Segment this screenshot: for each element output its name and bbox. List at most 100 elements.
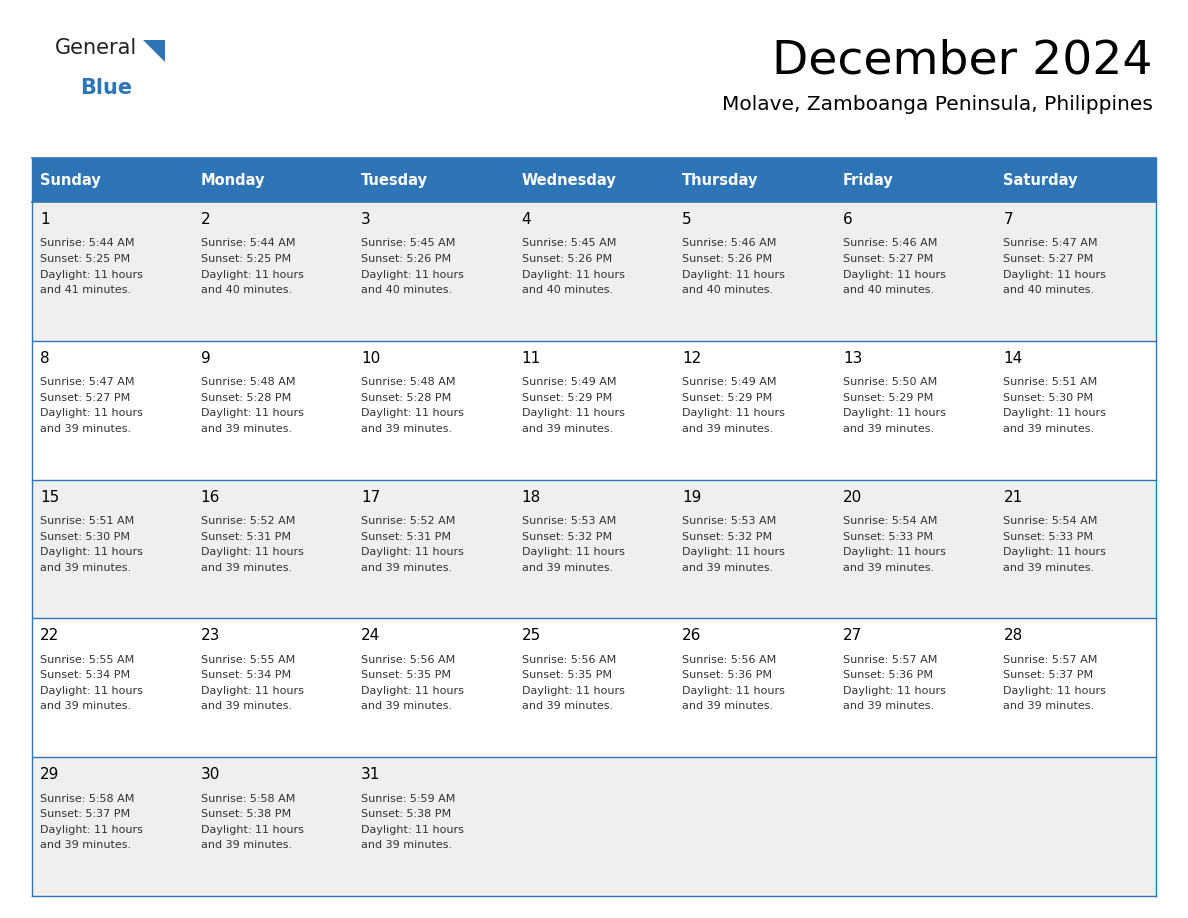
Text: Sunrise: 5:59 AM: Sunrise: 5:59 AM (361, 794, 455, 803)
Text: General: General (55, 38, 138, 58)
Bar (32, 479, 1156, 619)
Text: Saturday: Saturday (1004, 173, 1078, 187)
Text: and 39 minutes.: and 39 minutes. (522, 563, 613, 573)
Text: 18: 18 (522, 489, 541, 505)
Text: and 39 minutes.: and 39 minutes. (40, 840, 131, 850)
Text: Sunset: 5:36 PM: Sunset: 5:36 PM (842, 670, 933, 680)
Text: and 39 minutes.: and 39 minutes. (842, 424, 934, 434)
Text: and 39 minutes.: and 39 minutes. (682, 424, 773, 434)
Text: Sunrise: 5:48 AM: Sunrise: 5:48 AM (201, 377, 295, 387)
Text: Daylight: 11 hours: Daylight: 11 hours (682, 686, 785, 696)
Text: Sunset: 5:28 PM: Sunset: 5:28 PM (361, 393, 451, 403)
Text: Daylight: 11 hours: Daylight: 11 hours (842, 547, 946, 557)
Text: and 39 minutes.: and 39 minutes. (201, 701, 292, 711)
Text: 21: 21 (1004, 489, 1023, 505)
Bar (835, 158, 996, 202)
Text: Sunset: 5:31 PM: Sunset: 5:31 PM (361, 532, 451, 542)
Text: Sunrise: 5:48 AM: Sunrise: 5:48 AM (361, 377, 456, 387)
Text: Daylight: 11 hours: Daylight: 11 hours (201, 686, 303, 696)
Text: Friday: Friday (842, 173, 893, 187)
Text: Sunrise: 5:54 AM: Sunrise: 5:54 AM (842, 516, 937, 526)
Text: 6: 6 (842, 212, 853, 227)
Text: Daylight: 11 hours: Daylight: 11 hours (842, 686, 946, 696)
Text: and 39 minutes.: and 39 minutes. (361, 563, 453, 573)
Text: Daylight: 11 hours: Daylight: 11 hours (682, 547, 785, 557)
Text: and 39 minutes.: and 39 minutes. (201, 424, 292, 434)
Text: 10: 10 (361, 351, 380, 365)
Text: Daylight: 11 hours: Daylight: 11 hours (682, 270, 785, 279)
Text: and 39 minutes.: and 39 minutes. (682, 563, 773, 573)
Text: 3: 3 (361, 212, 371, 227)
Text: Sunset: 5:25 PM: Sunset: 5:25 PM (201, 254, 291, 264)
Text: 2: 2 (201, 212, 210, 227)
Text: Sunset: 5:32 PM: Sunset: 5:32 PM (682, 532, 772, 542)
Bar (192, 158, 353, 202)
Text: Daylight: 11 hours: Daylight: 11 hours (1004, 686, 1106, 696)
Text: Sunset: 5:37 PM: Sunset: 5:37 PM (1004, 670, 1094, 680)
Text: December 2024: December 2024 (772, 38, 1154, 83)
Text: Sunrise: 5:47 AM: Sunrise: 5:47 AM (1004, 239, 1098, 249)
Text: Sunrise: 5:46 AM: Sunrise: 5:46 AM (682, 239, 777, 249)
Text: Sunset: 5:33 PM: Sunset: 5:33 PM (1004, 532, 1093, 542)
Text: 28: 28 (1004, 629, 1023, 644)
Text: Sunrise: 5:52 AM: Sunrise: 5:52 AM (201, 516, 295, 526)
Text: 14: 14 (1004, 351, 1023, 365)
Text: 30: 30 (201, 767, 220, 782)
Text: 29: 29 (40, 767, 59, 782)
Text: Sunset: 5:35 PM: Sunset: 5:35 PM (361, 670, 451, 680)
Text: Sunrise: 5:51 AM: Sunrise: 5:51 AM (1004, 377, 1098, 387)
Text: Wednesday: Wednesday (522, 173, 617, 187)
Text: Daylight: 11 hours: Daylight: 11 hours (40, 824, 143, 834)
Text: Molave, Zamboanga Peninsula, Philippines: Molave, Zamboanga Peninsula, Philippines (722, 95, 1154, 114)
Text: Sunset: 5:26 PM: Sunset: 5:26 PM (682, 254, 772, 264)
Text: Sunrise: 5:46 AM: Sunrise: 5:46 AM (842, 239, 937, 249)
Text: and 39 minutes.: and 39 minutes. (522, 701, 613, 711)
Text: 9: 9 (201, 351, 210, 365)
Text: Sunset: 5:30 PM: Sunset: 5:30 PM (40, 532, 129, 542)
Bar (996, 158, 1156, 202)
Text: 13: 13 (842, 351, 862, 365)
Text: Sunset: 5:31 PM: Sunset: 5:31 PM (201, 532, 291, 542)
Text: and 39 minutes.: and 39 minutes. (682, 701, 773, 711)
Text: Sunrise: 5:45 AM: Sunrise: 5:45 AM (522, 239, 617, 249)
Text: Daylight: 11 hours: Daylight: 11 hours (361, 547, 465, 557)
Text: 16: 16 (201, 489, 220, 505)
Text: 8: 8 (40, 351, 50, 365)
Text: Sunrise: 5:44 AM: Sunrise: 5:44 AM (40, 239, 134, 249)
Text: Sunset: 5:34 PM: Sunset: 5:34 PM (201, 670, 291, 680)
Text: 26: 26 (682, 629, 702, 644)
Polygon shape (143, 40, 165, 62)
Text: and 39 minutes.: and 39 minutes. (1004, 701, 1094, 711)
Text: 1: 1 (40, 212, 50, 227)
Text: 5: 5 (682, 212, 691, 227)
Text: Monday: Monday (201, 173, 265, 187)
Bar (32, 341, 1156, 479)
Text: Sunset: 5:37 PM: Sunset: 5:37 PM (40, 809, 131, 819)
Text: Daylight: 11 hours: Daylight: 11 hours (361, 686, 465, 696)
Text: and 39 minutes.: and 39 minutes. (842, 701, 934, 711)
Bar (675, 158, 835, 202)
Text: Daylight: 11 hours: Daylight: 11 hours (40, 409, 143, 419)
Text: 4: 4 (522, 212, 531, 227)
Text: Daylight: 11 hours: Daylight: 11 hours (201, 409, 303, 419)
Text: Sunset: 5:36 PM: Sunset: 5:36 PM (682, 670, 772, 680)
Text: 12: 12 (682, 351, 702, 365)
Text: Daylight: 11 hours: Daylight: 11 hours (361, 409, 465, 419)
Bar (32, 202, 1156, 341)
Text: Sunrise: 5:49 AM: Sunrise: 5:49 AM (682, 377, 777, 387)
Text: Sunrise: 5:56 AM: Sunrise: 5:56 AM (522, 655, 617, 665)
Text: Sunrise: 5:51 AM: Sunrise: 5:51 AM (40, 516, 134, 526)
Text: Daylight: 11 hours: Daylight: 11 hours (201, 547, 303, 557)
Text: and 39 minutes.: and 39 minutes. (40, 701, 131, 711)
Text: Daylight: 11 hours: Daylight: 11 hours (361, 824, 465, 834)
Text: and 39 minutes.: and 39 minutes. (361, 424, 453, 434)
Text: Tuesday: Tuesday (361, 173, 428, 187)
Text: and 39 minutes.: and 39 minutes. (522, 424, 613, 434)
Text: Daylight: 11 hours: Daylight: 11 hours (201, 824, 303, 834)
Text: Blue: Blue (80, 78, 132, 98)
Text: 11: 11 (522, 351, 541, 365)
Text: Sunset: 5:27 PM: Sunset: 5:27 PM (40, 393, 131, 403)
Text: Sunrise: 5:44 AM: Sunrise: 5:44 AM (201, 239, 295, 249)
Text: 19: 19 (682, 489, 702, 505)
Text: Sunset: 5:38 PM: Sunset: 5:38 PM (201, 809, 291, 819)
